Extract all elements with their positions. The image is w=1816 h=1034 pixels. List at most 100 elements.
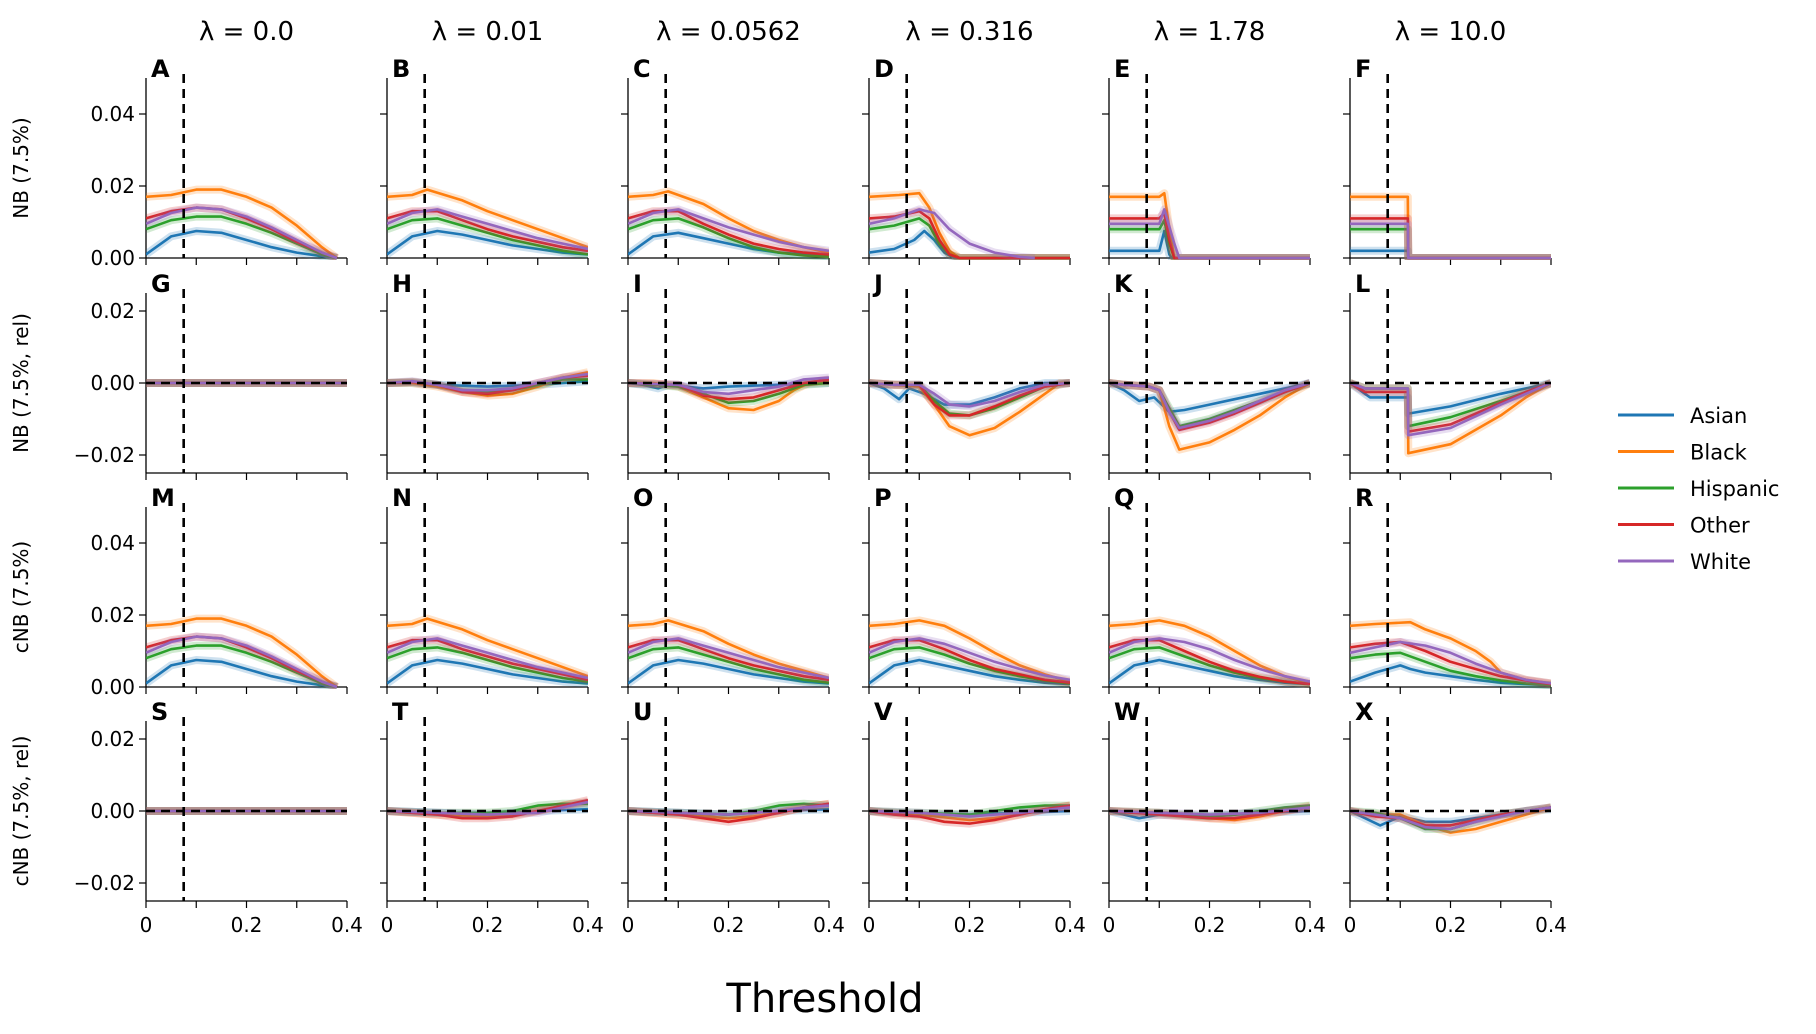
panel-letter: J bbox=[872, 270, 883, 298]
panel: D bbox=[862, 55, 1071, 265]
panel-letter: V bbox=[874, 698, 893, 726]
legend-label-asian: Asian bbox=[1690, 404, 1747, 428]
series-line-hispanic bbox=[387, 646, 588, 683]
row-y-label: cNB (7.5%, rel) bbox=[9, 736, 33, 887]
y-tick-label: 0.02 bbox=[90, 603, 135, 627]
series-group bbox=[1350, 379, 1551, 458]
series-group bbox=[869, 616, 1070, 689]
series-line-white bbox=[1350, 381, 1551, 437]
x-tick-label: 0.2 bbox=[1194, 913, 1226, 937]
series-line-white bbox=[387, 800, 588, 816]
series-group bbox=[1350, 192, 1551, 260]
series-line-black bbox=[146, 188, 338, 260]
series-line-white bbox=[387, 637, 588, 680]
panel: Q bbox=[1102, 484, 1311, 694]
series-line-asian bbox=[1350, 381, 1551, 415]
panel-letter: T bbox=[392, 698, 409, 726]
column-title: λ = 0.316 bbox=[905, 17, 1033, 47]
panel: E bbox=[1102, 55, 1311, 265]
panel-letter: B bbox=[392, 55, 410, 83]
series-band-asian bbox=[1109, 227, 1310, 260]
panel-letter: R bbox=[1355, 484, 1373, 512]
series-line-asian bbox=[1109, 381, 1310, 414]
panel-letter: U bbox=[633, 698, 653, 726]
series-line-black bbox=[869, 619, 1070, 683]
panel: B bbox=[380, 55, 589, 265]
panel-grid: λ = 0.0 λ = 0.01 λ = 0.0562 λ = 0.316 λ = 1.… bbox=[9, 17, 1567, 937]
panel: I bbox=[621, 270, 830, 480]
y-tick-label: 0.02 bbox=[90, 299, 135, 323]
panel: 0 0.2 0.4 T bbox=[380, 698, 604, 937]
series-group bbox=[387, 796, 588, 823]
panel: P bbox=[862, 484, 1071, 694]
series-line-white bbox=[628, 804, 829, 816]
x-tick-label: 0 bbox=[140, 913, 153, 937]
series-group bbox=[146, 185, 340, 260]
row-y-label: NB (7.5%) bbox=[9, 117, 33, 218]
series-group bbox=[1109, 379, 1310, 454]
series-line-asian bbox=[146, 229, 338, 260]
x-tick-label: 0.4 bbox=[1054, 913, 1086, 937]
legend-label-black: Black bbox=[1690, 441, 1748, 465]
series-group bbox=[628, 799, 829, 826]
series-line-black bbox=[628, 619, 829, 680]
series-line-asian bbox=[387, 229, 588, 256]
panel-letter: K bbox=[1114, 270, 1134, 298]
series-group bbox=[1109, 189, 1310, 260]
x-tick-label: 0.2 bbox=[1435, 913, 1467, 937]
panel: −0.02 0.00 0.02 0 0.2 0.4 S bbox=[74, 698, 363, 937]
column-title: λ = 0.0562 bbox=[656, 17, 801, 47]
series-line-asian bbox=[146, 658, 338, 689]
panel-letter: O bbox=[633, 484, 653, 512]
series-group bbox=[869, 189, 1070, 260]
legend: Asian Black Hispanic Other White bbox=[1618, 404, 1779, 574]
panel-letter: X bbox=[1355, 698, 1374, 726]
series-line-white bbox=[1350, 640, 1551, 685]
y-tick-label: −0.02 bbox=[74, 443, 135, 467]
series-line-white bbox=[1350, 806, 1551, 831]
series-line-asian bbox=[387, 658, 588, 685]
panel-letter: L bbox=[1355, 270, 1370, 298]
panel: 0.00 0.02 0.04 M bbox=[90, 484, 348, 699]
series-group bbox=[869, 379, 1070, 440]
series-group bbox=[1109, 616, 1310, 689]
series-group bbox=[146, 614, 340, 689]
x-tick-label: 0 bbox=[1103, 913, 1116, 937]
series-group bbox=[387, 614, 588, 688]
panel-letter: S bbox=[151, 698, 168, 726]
series-group bbox=[1350, 618, 1551, 689]
x-tick-label: 0.2 bbox=[472, 913, 504, 937]
column-title: λ = 0.0 bbox=[199, 17, 294, 47]
x-tick-label: 0.4 bbox=[1535, 913, 1567, 937]
x-tick-label: 0.4 bbox=[1294, 913, 1326, 937]
y-tick-label: 0.04 bbox=[90, 102, 135, 126]
panel: 0 0.2 0.4 U bbox=[621, 698, 845, 937]
panel-letter: Q bbox=[1114, 484, 1134, 512]
y-tick-label: 0.00 bbox=[90, 675, 135, 699]
series-line-white bbox=[628, 637, 829, 680]
x-tick-label: 0.2 bbox=[713, 913, 745, 937]
panel: L bbox=[1343, 270, 1552, 480]
x-tick-label: 0 bbox=[1344, 913, 1357, 937]
series-group bbox=[628, 616, 829, 688]
series-line-white bbox=[1109, 208, 1310, 260]
x-tick-label: 0.2 bbox=[231, 913, 263, 937]
series-line-black bbox=[146, 617, 338, 689]
x-tick-label: 0.4 bbox=[572, 913, 604, 937]
panel-letter: M bbox=[151, 484, 175, 512]
x-axis-label: Threshold bbox=[725, 976, 923, 1022]
series-line-white bbox=[387, 208, 588, 251]
series-line-black bbox=[387, 188, 588, 249]
panel-letter: A bbox=[151, 55, 170, 83]
panel-letter: D bbox=[874, 55, 894, 83]
series-line-asian bbox=[869, 229, 1070, 260]
panel: H bbox=[380, 270, 589, 480]
y-tick-label: 0.00 bbox=[90, 799, 135, 823]
panel-letter: G bbox=[151, 270, 171, 298]
series-line-white bbox=[1109, 637, 1310, 683]
column-title: λ = 0.01 bbox=[432, 17, 544, 47]
series-line-asian bbox=[869, 381, 1070, 406]
series-line-white bbox=[869, 637, 1070, 682]
series-line-other bbox=[1350, 381, 1551, 433]
legend-label-hispanic: Hispanic bbox=[1690, 477, 1779, 501]
